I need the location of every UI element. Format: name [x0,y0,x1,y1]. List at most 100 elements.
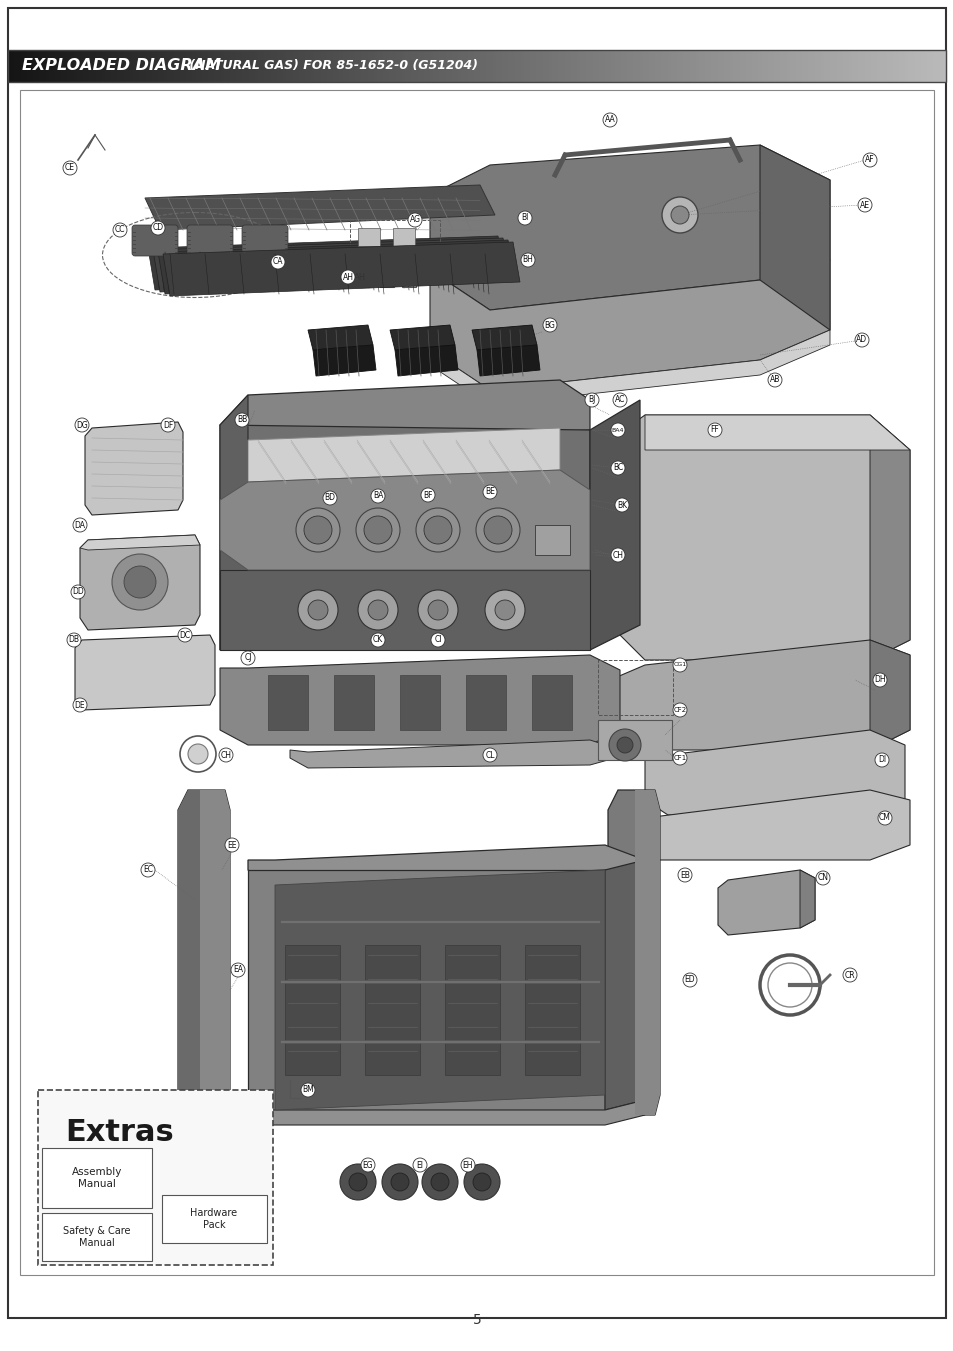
Circle shape [371,489,385,503]
Bar [280,920,599,923]
Bar [239,50,243,82]
Bar [885,50,889,82]
Bar [780,50,783,82]
Bar [64,50,68,82]
Bar [555,50,558,82]
Bar [274,50,277,82]
Bar [467,50,471,82]
Polygon shape [80,535,200,550]
Text: 5: 5 [472,1313,481,1327]
Bar [577,50,580,82]
Bar [870,50,874,82]
Text: Assembly
Manual: Assembly Manual [71,1167,122,1189]
Bar [357,228,379,246]
Bar [895,50,899,82]
Bar [736,50,740,82]
Bar [751,50,755,82]
Bar [642,50,646,82]
Bar [479,50,483,82]
Bar [386,50,390,82]
Polygon shape [718,870,814,935]
Bar [217,50,221,82]
Circle shape [357,590,397,630]
Bar [11,50,14,82]
Text: BE: BE [484,488,495,497]
Polygon shape [430,330,829,405]
Bar [227,50,231,82]
Text: BB: BB [236,416,247,424]
Polygon shape [609,415,909,661]
Text: AE: AE [859,200,869,209]
Circle shape [73,698,87,712]
Polygon shape [313,345,375,376]
Text: CG1: CG1 [673,662,686,667]
Bar [873,50,877,82]
Polygon shape [200,790,230,1115]
Bar [708,50,711,82]
Bar [112,50,114,82]
Bar [268,676,308,730]
Bar [350,220,439,265]
Circle shape [304,516,332,544]
Bar [102,50,106,82]
Text: Safety & Care
Manual: Safety & Care Manual [63,1227,131,1248]
Bar [361,50,365,82]
Bar [592,50,596,82]
Polygon shape [290,740,615,767]
Polygon shape [869,640,909,750]
Polygon shape [619,790,909,861]
Bar [829,50,833,82]
Bar [758,50,761,82]
Bar [620,50,624,82]
Circle shape [391,1173,409,1192]
Bar [726,50,730,82]
Bar [233,50,236,82]
Bar [689,50,693,82]
Bar [892,50,896,82]
Bar [55,50,58,82]
Bar [867,50,870,82]
Bar [76,50,80,82]
Bar [449,50,452,82]
Circle shape [141,863,154,877]
Text: AF: AF [864,155,874,165]
Bar [334,676,374,730]
Bar [574,50,577,82]
Text: EG: EG [362,1161,373,1170]
Bar [902,50,905,82]
Circle shape [188,744,208,765]
Bar [342,50,346,82]
Polygon shape [644,730,904,815]
Polygon shape [430,259,829,390]
Bar [811,50,814,82]
Bar [198,50,202,82]
Bar [261,50,265,82]
Circle shape [423,516,452,544]
Bar [27,50,30,82]
Bar [560,50,564,82]
Bar [158,50,162,82]
Bar [230,50,233,82]
Bar [267,50,271,82]
Circle shape [295,508,339,553]
Bar [73,50,77,82]
Text: CM: CM [878,813,890,823]
Bar [782,50,786,82]
Circle shape [815,871,829,885]
Polygon shape [589,400,639,650]
Bar [630,50,633,82]
Circle shape [219,748,233,762]
Circle shape [297,590,337,630]
Bar [570,50,574,82]
Circle shape [67,634,81,647]
Text: CF1: CF1 [673,755,686,761]
Bar [455,50,458,82]
Bar [664,50,667,82]
Polygon shape [163,242,519,296]
Circle shape [364,516,392,544]
Bar [939,50,943,82]
Bar [523,50,527,82]
Bar [293,50,295,82]
Bar [524,944,579,1075]
Bar [670,50,674,82]
